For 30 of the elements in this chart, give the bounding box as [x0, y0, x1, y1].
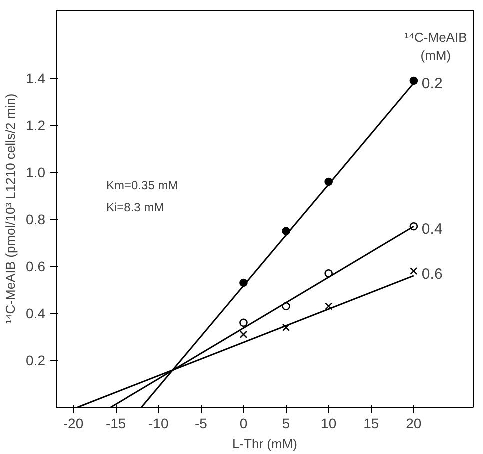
y-tick-label: 0.8 [26, 212, 46, 228]
series-label: 0.4 [422, 221, 443, 238]
x-tick-label: 10 [321, 416, 337, 432]
y-tick-label: 1.2 [26, 118, 46, 134]
point [240, 330, 248, 339]
x-tick-label: 0 [240, 416, 248, 432]
series-label: 0.2 [422, 75, 443, 92]
x-tick-label: 5 [282, 416, 290, 432]
x-tick-label: -10 [148, 416, 169, 432]
point [410, 76, 418, 86]
y-tick-label: 0.4 [26, 306, 46, 322]
x-axis-title: L-Thr (mM) [232, 436, 298, 452]
annotation: Km=0.35 mM [106, 178, 178, 192]
series-label: 0.6 [422, 266, 443, 283]
y-tick-label: 0.2 [26, 352, 46, 369]
legend-title: ¹⁴C-MeAIB (mM) [404, 30, 468, 63]
point [240, 318, 248, 328]
y-tick-label: 1.0 [26, 164, 46, 181]
x-tick-label: -5 [194, 416, 208, 432]
y-tick-label: 0.6 [26, 258, 46, 275]
annotation: Ki=8.3 mM [106, 200, 164, 214]
point [410, 267, 418, 276]
x-tick-label: 15 [364, 416, 380, 432]
point [282, 324, 290, 332]
y-tick-label: 1.4 [26, 70, 46, 87]
point [324, 302, 333, 310]
x-tick-label: -15 [106, 416, 126, 432]
x-tick-label: -20 [63, 416, 84, 432]
x-tick-label: 20 [406, 416, 422, 432]
y-axis-title: ¹⁴C-MeAIB (pmol/10³ L1210 cells/2 min) [3, 94, 18, 324]
